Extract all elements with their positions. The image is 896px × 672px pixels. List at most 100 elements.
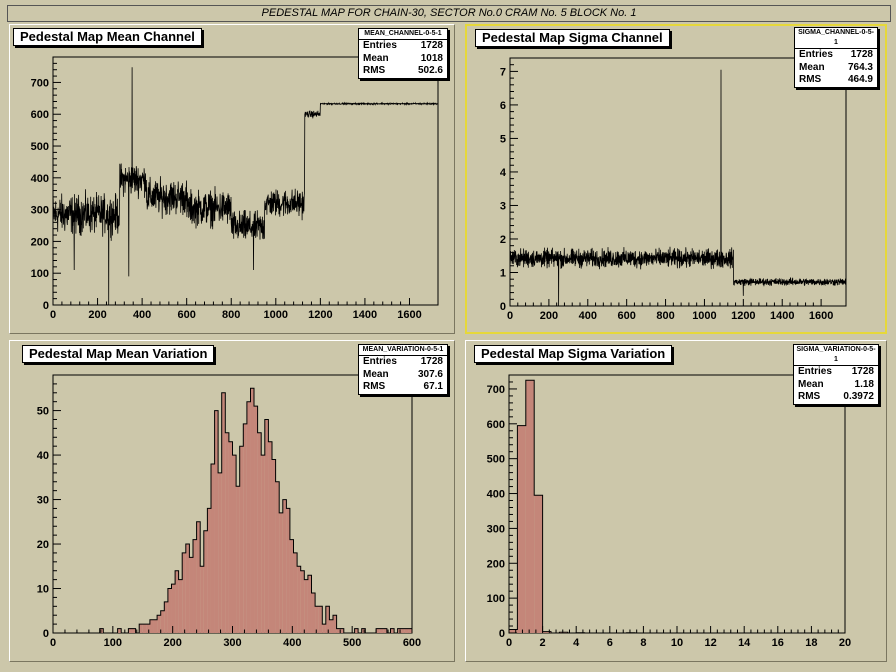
- y-tick-label: 100: [487, 593, 505, 605]
- stats-name: MEAN_VARIATION-0-5-1: [359, 345, 447, 356]
- plot-mean-channel[interactable]: 0 200 400 600 800 1000 1200 1400 1600 0 100 200 300 4…: [10, 25, 456, 335]
- histogram-bar: [239, 446, 244, 633]
- data-series-line: [52, 67, 439, 306]
- stats-box: SIGMA_CHANNEL-0-5-1 Entries 1728 Mean 764.…: [794, 27, 878, 88]
- x-tick-label: 10: [671, 637, 683, 649]
- x-tick-label: 600: [178, 309, 196, 321]
- plot-frame: [508, 374, 846, 634]
- histogram-bar: [178, 579, 183, 633]
- stats-box: MEAN_VARIATION-0-5-1 Entries 1728 Mean 307…: [358, 344, 448, 395]
- histogram-bar: [329, 619, 334, 633]
- histogram-bar: [149, 619, 154, 633]
- x-tick-label: 600: [403, 637, 421, 649]
- stats-rms: 502.6: [417, 65, 443, 76]
- stats-name: SIGMA_CHANNEL-0-5-1: [795, 28, 877, 49]
- histogram-bar: [361, 628, 366, 633]
- x-tick-label: 1400: [770, 310, 794, 322]
- x-tick-label: 18: [805, 637, 817, 649]
- pad-title: Pedestal Map Sigma Channel: [475, 29, 670, 47]
- histogram-bar: [279, 512, 283, 633]
- pad-title: Pedestal Map Mean Channel: [13, 28, 202, 46]
- histogram-bar: [167, 588, 172, 633]
- canvas-header: PEDESTAL MAP FOR CHAIN-30, SECTOR No.0 C…: [7, 5, 891, 22]
- y-tick-label: 40: [37, 450, 49, 462]
- histogram-bar: [268, 441, 272, 633]
- histogram-bar: [207, 508, 211, 633]
- histogram-bar: [214, 410, 219, 633]
- y-tick-label: 500: [31, 141, 49, 153]
- x-tick-label: 14: [738, 637, 751, 649]
- histogram-bar: [131, 628, 136, 633]
- y-tick-label: 0: [43, 628, 49, 640]
- y-tick-label: 50: [37, 406, 49, 418]
- x-tick-label: 100: [104, 637, 122, 649]
- y-tick-label: 600: [487, 419, 505, 431]
- histogram-bar: [243, 423, 247, 633]
- histogram-bar: [189, 557, 194, 633]
- histogram-bar: [232, 455, 237, 633]
- x-tick-label: 400: [283, 637, 301, 649]
- y-tick-label: 300: [31, 205, 49, 217]
- stats-label: Mean: [798, 378, 824, 390]
- histogram-bar: [379, 628, 384, 633]
- y-tick-label: 0: [500, 301, 506, 313]
- y-tick-label: 30: [37, 495, 49, 507]
- stats-mean: 1.18: [854, 378, 874, 390]
- x-tick-label: 0: [50, 637, 56, 649]
- histogram-bar: [297, 566, 301, 633]
- stats-label: Entries: [799, 49, 833, 60]
- x-tick-label: 400: [133, 309, 151, 321]
- histogram-bar: [376, 628, 380, 633]
- y-tick-label: 100: [31, 268, 49, 280]
- stats-label: Entries: [798, 366, 832, 377]
- stats-name: SIGMA_VARIATION-0-5-1: [794, 345, 878, 366]
- x-tick-label: 8: [640, 637, 646, 649]
- histogram-bar: [142, 624, 147, 633]
- pad-mean-variation[interactable]: Pedestal Map Mean Variation MEAN_VARIATI…: [9, 340, 455, 662]
- y-tick-label: 200: [487, 558, 505, 570]
- stats-mean: 1018: [420, 52, 443, 64]
- histogram-bar: [271, 459, 276, 633]
- histogram-bar: [257, 432, 262, 633]
- histogram-bar: [517, 425, 526, 633]
- stats-entries: 1728: [851, 366, 874, 377]
- histogram-bar: [153, 619, 158, 633]
- histogram-outline: [508, 379, 845, 634]
- plot-mean-variation[interactable]: 0 100 200 300 400 500 600 0 10 20 30 40 50: [10, 341, 456, 663]
- histogram-bar: [246, 401, 251, 633]
- histogram-bar: [390, 628, 395, 633]
- histogram-bar: [250, 388, 255, 633]
- x-tick-label: 1600: [809, 310, 833, 322]
- x-tick-label: 16: [772, 637, 784, 649]
- plot-sigma-channel[interactable]: 0 200 400 600 800 1000 1200 1400 1600 0 1 2 3 4 5 6 7: [467, 26, 889, 336]
- pad-sigma-variation[interactable]: Pedestal Map Sigma Variation SIGMA_VARIA…: [465, 340, 887, 662]
- pad-sigma-channel[interactable]: Pedestal Map Sigma Channel SIGMA_CHANNEL…: [465, 24, 887, 334]
- histogram-bar: [336, 628, 341, 633]
- y-tick-label: 3: [500, 200, 506, 212]
- histogram-bar: [261, 455, 265, 633]
- y-tick-label: 0: [499, 628, 505, 640]
- stats-label: RMS: [799, 74, 822, 85]
- histogram-bar: [221, 392, 226, 633]
- histogram-bar: [254, 406, 258, 633]
- histogram-bar: [200, 566, 204, 633]
- pad-mean-channel[interactable]: Pedestal Map Mean Channel MEAN_CHANNEL-0…: [9, 24, 455, 334]
- stats-name: MEAN_CHANNEL-0-5-1: [359, 29, 447, 40]
- x-tick-label: 4: [573, 637, 580, 649]
- histogram-bar: [383, 628, 387, 633]
- histogram-bar: [408, 628, 412, 633]
- x-tick-label: 1000: [264, 309, 288, 321]
- x-tick-label: 200: [88, 309, 106, 321]
- histogram-bar: [325, 606, 330, 633]
- y-tick-label: 1: [500, 267, 506, 279]
- stats-entries: 1728: [850, 49, 873, 60]
- data-series-line: [509, 69, 847, 307]
- stats-label: Entries: [363, 40, 397, 51]
- y-tick-label: 700: [31, 77, 49, 89]
- plot-frame: [509, 57, 847, 307]
- histogram-bar: [509, 629, 518, 633]
- histogram-bar: [282, 499, 287, 633]
- histogram-bar: [193, 539, 197, 633]
- histogram-bar: [340, 628, 344, 633]
